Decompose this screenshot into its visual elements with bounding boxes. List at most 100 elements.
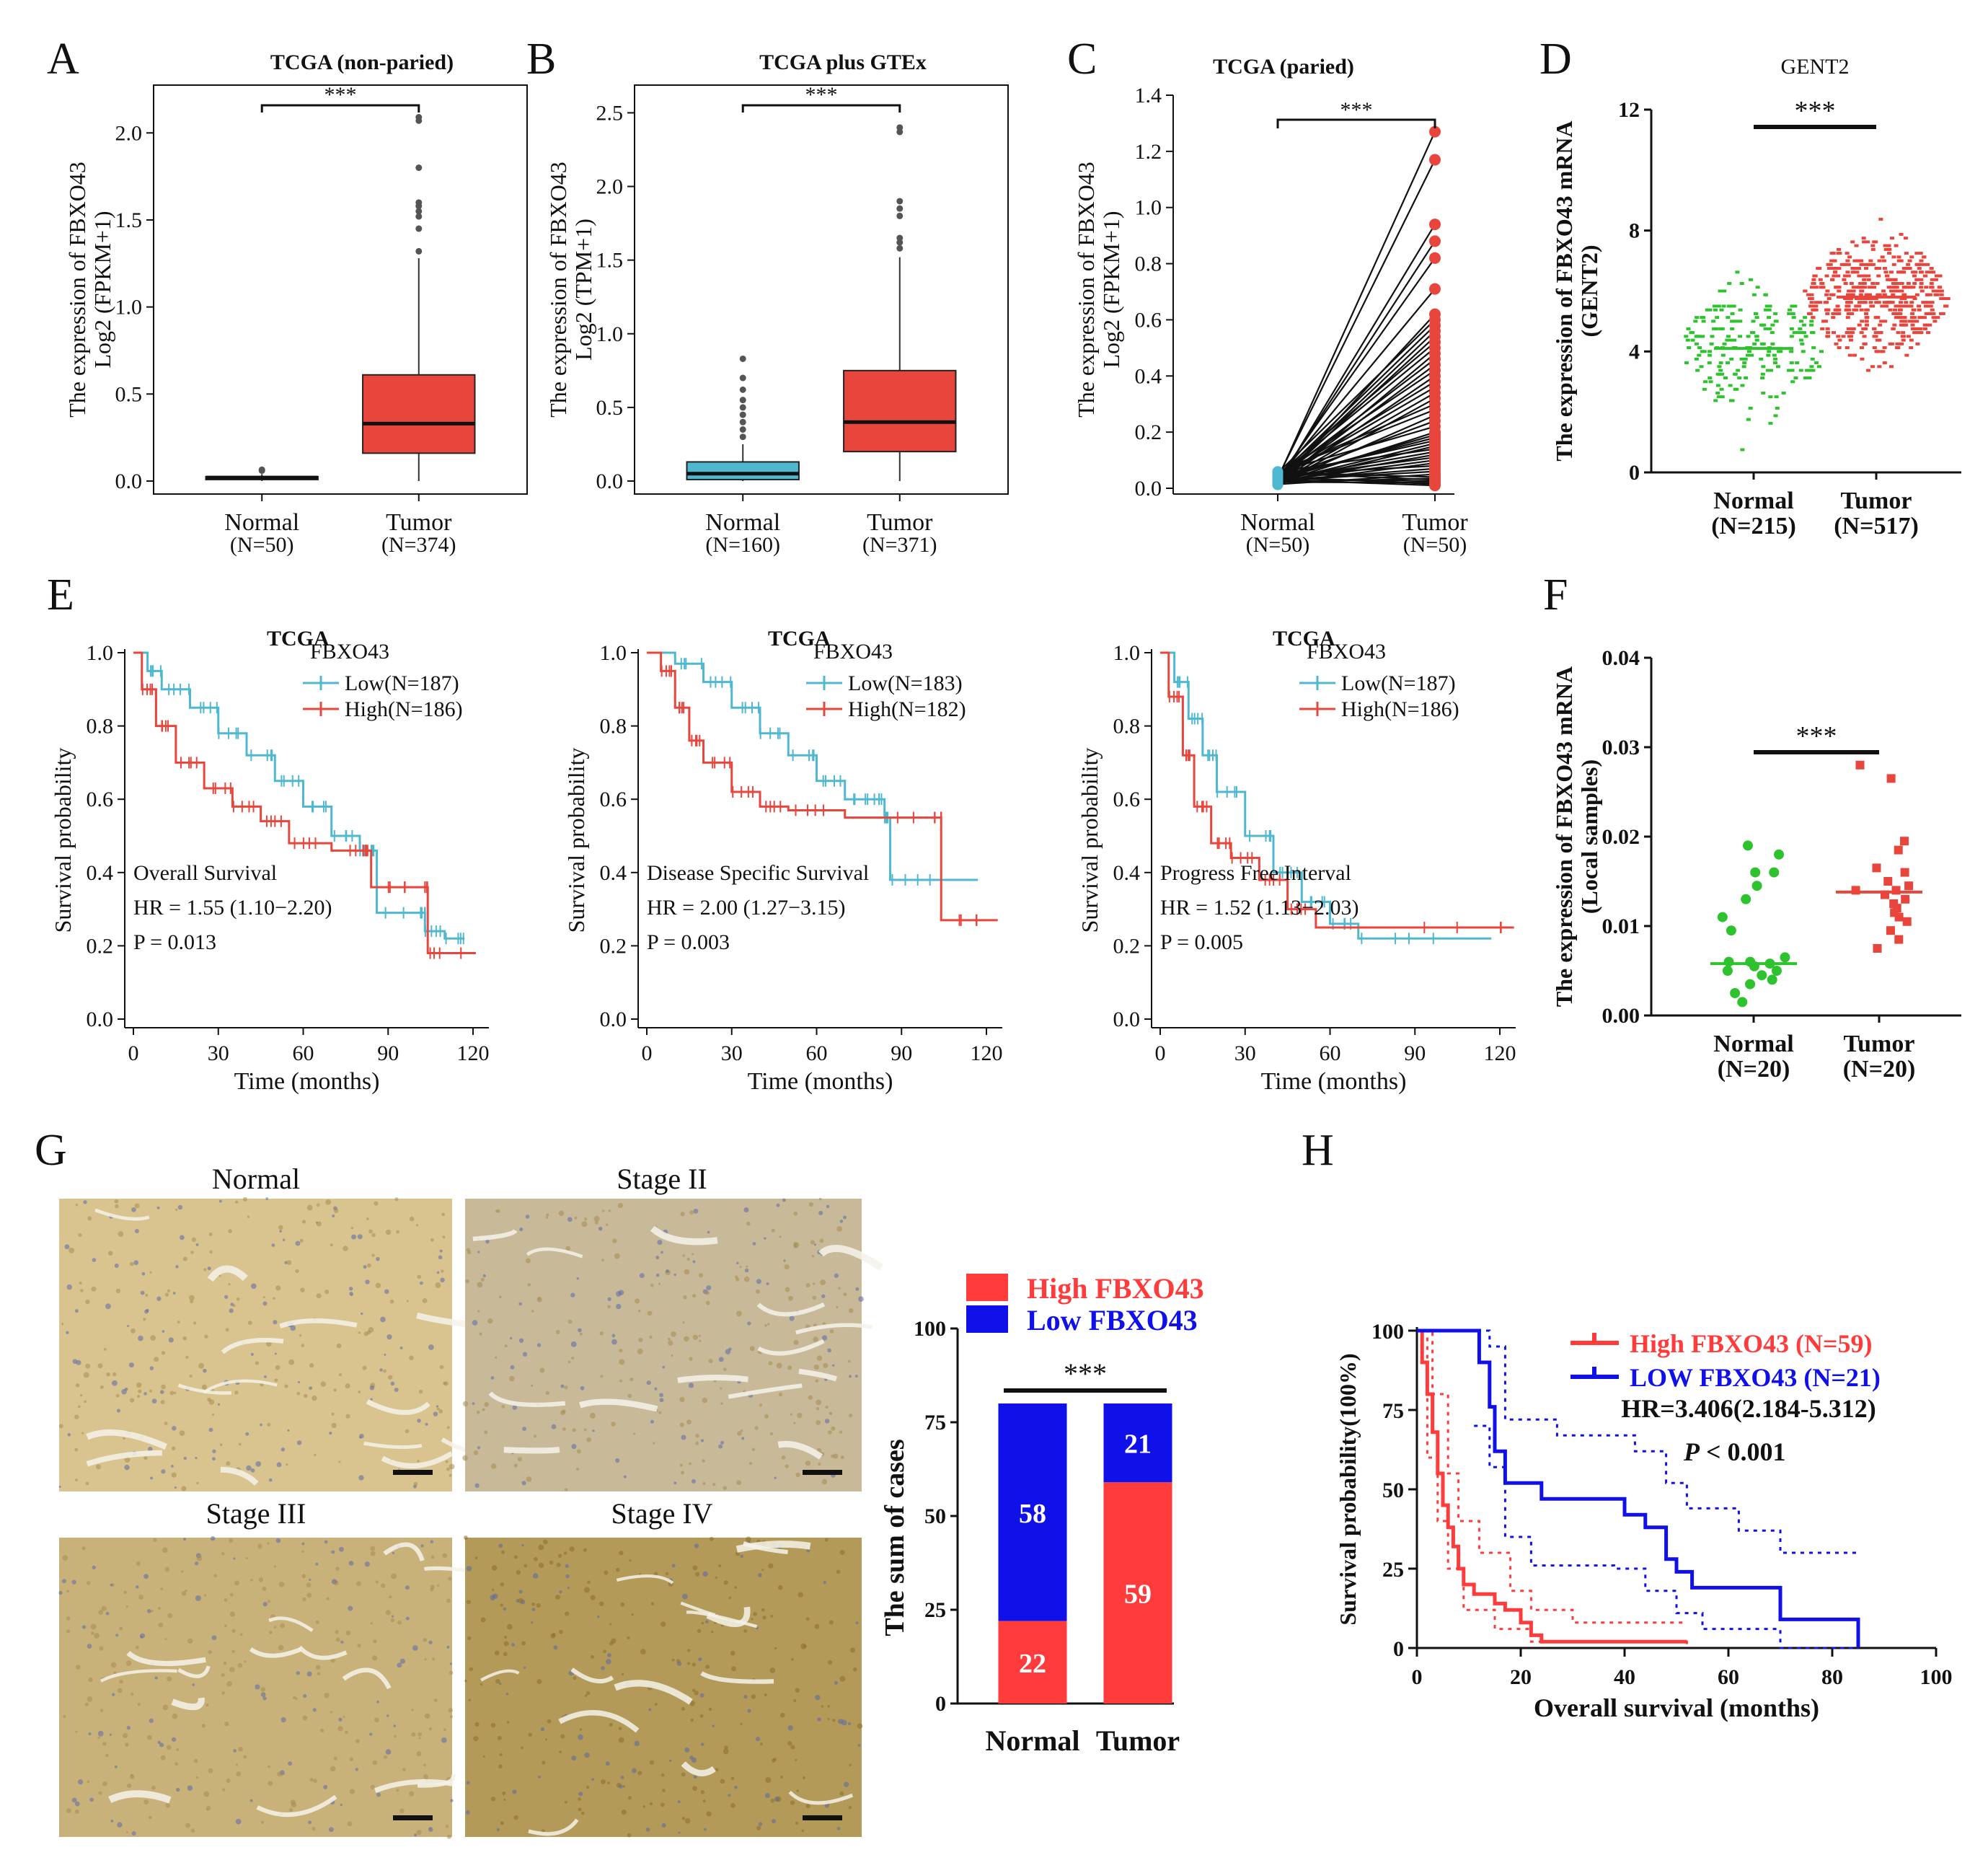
pD-point — [1845, 270, 1850, 274]
ihc-image-normal-texture — [164, 1292, 169, 1297]
pE2-y-tick-label: 0.4 — [600, 861, 627, 885]
ihc-image-stage-iv-texture — [536, 1679, 542, 1684]
ihc-image-stage-iii-texture — [260, 1687, 266, 1692]
ihc-image-stage-iii-texture — [136, 1561, 141, 1566]
pG-bar-label: 21 — [1124, 1429, 1152, 1460]
ihc-image-stage-ii-texture — [695, 1434, 699, 1438]
pD-point — [1929, 267, 1934, 270]
pD-point — [1860, 263, 1865, 266]
ihc-image-stage-iv-texture — [857, 1744, 861, 1748]
pD-point — [1741, 365, 1746, 369]
pD-point — [1836, 252, 1841, 255]
ihc-image-stage-ii-texture — [562, 1427, 566, 1431]
ihc-image-stage-iv-texture — [648, 1708, 652, 1711]
pD-point — [1874, 301, 1879, 304]
pD-point — [1754, 316, 1759, 319]
ihc-image-stage-iii-texture — [417, 1773, 456, 1788]
ihc-image-stage-ii-texture — [813, 1243, 816, 1246]
pE1-y-tick-label: 1.0 — [87, 641, 114, 665]
ihc-image-stage-iii-texture — [148, 1815, 152, 1820]
pD-point — [1821, 286, 1826, 289]
ihc-image-stage-ii-texture — [741, 1437, 745, 1440]
ihc-image-normal-texture — [171, 1465, 174, 1468]
ihc-image-stage-ii-texture — [827, 1430, 832, 1435]
pE1-note: P = 0.013 — [133, 930, 216, 954]
ihc-image-stage-iv-texture — [640, 1649, 646, 1655]
pE2-legend-title: FBXO43 — [813, 640, 893, 664]
ihc-image-normal-texture — [316, 1293, 322, 1299]
ihc-image-normal-texture — [413, 1481, 418, 1486]
ihc-image-stage-iii-texture — [374, 1717, 379, 1723]
ihc-image-stage-ii-texture — [759, 1403, 763, 1407]
ihc-image-stage-ii-texture — [816, 1399, 822, 1406]
ihc-image-stage-ii-texture — [818, 1463, 821, 1466]
ihc-image-stage-iv-texture — [681, 1817, 686, 1820]
pC-sig-bracket — [1276, 118, 1436, 128]
ihc-image-stage-ii-texture — [504, 1344, 508, 1348]
ihc-image-stage-iii-texture — [234, 1580, 239, 1586]
pE3-note: Progress Free Interval — [1160, 861, 1351, 885]
ihc-image-normal-texture — [417, 1419, 421, 1423]
ihc-image-normal-texture — [115, 1393, 120, 1398]
pB-outlier — [739, 355, 746, 362]
ihc-image-stage-iv-texture — [583, 1548, 587, 1552]
pF-point — [1894, 845, 1903, 855]
pD-point — [1885, 301, 1890, 304]
ihc-image-stage-iii-texture — [146, 1735, 152, 1740]
ihc-image-stage-ii-texture — [487, 1318, 493, 1324]
pD-n-label: (N=215) — [1711, 513, 1796, 539]
ihc-image-stage-iii-texture — [312, 1708, 317, 1712]
pD-point — [1901, 293, 1907, 296]
ihc-image-normal-texture — [61, 1323, 64, 1326]
ihc-image-normal-texture — [81, 1432, 84, 1435]
ihc-image-normal-texture — [436, 1271, 440, 1274]
pD-point — [1884, 274, 1889, 278]
ihc-image-stage-iv-texture — [598, 1601, 604, 1606]
ihc-image-stage-ii-texture — [501, 1404, 505, 1409]
ihc-image-normal-texture — [284, 1384, 288, 1388]
pD-point — [1700, 316, 1705, 319]
ihc-image-stage-iii-texture — [301, 1550, 304, 1554]
pD-point — [1772, 353, 1777, 357]
ihc-image-stage-iii-texture — [333, 1756, 337, 1760]
ihc-image-stage-iv-texture — [649, 1760, 655, 1765]
ihc-image-stage-iv-texture — [753, 1612, 757, 1616]
pC-n-label: (N=50) — [1403, 533, 1467, 557]
pD-point — [1931, 316, 1936, 319]
ihc-image-stage-ii-texture — [848, 1413, 853, 1418]
ihc-image-stage-iv-texture — [836, 1569, 841, 1574]
ihc-image-stage-ii-texture — [512, 1405, 517, 1410]
pD-point — [1725, 338, 1730, 342]
pD-point — [1852, 308, 1857, 312]
ihc-image-normal-texture — [446, 1426, 450, 1429]
ihc-image-normal-texture — [368, 1229, 373, 1234]
ihc-image-stage-iii-texture — [448, 1577, 452, 1581]
panel-letter-e: E — [47, 570, 74, 620]
ihc-image-stage-iv-texture — [466, 1781, 470, 1785]
ihc-image-stage-ii-texture — [689, 1357, 693, 1361]
ihc-image-normal-texture — [111, 1380, 118, 1386]
pF-point — [1741, 894, 1751, 904]
pD-point — [1889, 342, 1894, 345]
pD-point — [1811, 346, 1816, 350]
pD-point — [1717, 365, 1722, 369]
ihc-image-stage-ii-texture — [783, 1259, 786, 1262]
ihc-image-stage-ii-texture — [744, 1268, 749, 1273]
ihc-image-stage-ii-texture — [466, 1248, 470, 1252]
ihc-image-stage-iii-texture — [383, 1542, 425, 1562]
pB-title: TCGA plus GTEx — [759, 50, 927, 74]
pD-point — [1807, 369, 1812, 372]
panel-letter-b: B — [526, 35, 556, 84]
ihc-image-stage-iv-texture — [681, 1593, 688, 1600]
pE3-y-tick-label: 1.0 — [1113, 641, 1141, 665]
ihc-image-stage-ii-texture — [564, 1488, 568, 1491]
ihc-image-stage-ii-texture — [707, 1230, 710, 1234]
ihc-image-stage-iii-texture — [237, 1662, 243, 1668]
ihc-image-stage-iv-texture — [490, 1595, 495, 1600]
ihc-image-stage-iv-texture — [606, 1781, 610, 1784]
pD-point — [1728, 338, 1733, 342]
ihc-image-stage-iv-texture — [718, 1564, 722, 1568]
ihc-image-stage-iii-texture — [235, 1818, 242, 1825]
ihc-image-normal-texture — [363, 1265, 367, 1269]
